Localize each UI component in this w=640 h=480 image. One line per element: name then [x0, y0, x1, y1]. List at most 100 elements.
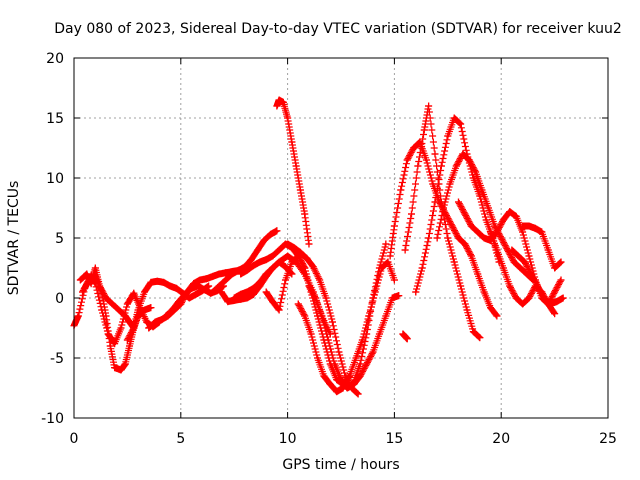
- data-point: [269, 252, 277, 260]
- y-tick-label: -5: [50, 351, 64, 367]
- data-point: [192, 290, 200, 298]
- data-point: [301, 210, 309, 218]
- data-point: [431, 150, 439, 158]
- data-point: [534, 282, 542, 290]
- data-point: [493, 312, 501, 320]
- data-point: [126, 318, 134, 326]
- data-point: [440, 204, 448, 212]
- data-point: [375, 264, 383, 272]
- data-point: [499, 216, 507, 224]
- data-point: [418, 264, 426, 272]
- data-point: [294, 300, 302, 308]
- data-point: [318, 312, 326, 320]
- data-point: [76, 276, 84, 284]
- data-point: [337, 378, 345, 386]
- data-point: [382, 312, 390, 320]
- data-point: [316, 276, 324, 284]
- data-point: [284, 252, 292, 260]
- data-point: [527, 270, 535, 278]
- data-point: [249, 284, 257, 292]
- data-point: [117, 366, 125, 374]
- data-point: [237, 270, 245, 278]
- data-point: [506, 208, 514, 216]
- data-point: [422, 156, 430, 164]
- data-point: [403, 335, 411, 343]
- data-point: [553, 298, 561, 306]
- data-point: [469, 328, 477, 336]
- data-point: [275, 246, 283, 254]
- series-arc-9: [230, 258, 296, 302]
- data-point: [559, 294, 567, 302]
- data-point: [538, 228, 546, 236]
- axis-ticks: 0 5 10 15 20 25 -10 -5 0 5 10 15 20: [41, 51, 617, 447]
- data-point: [487, 228, 495, 236]
- data-point: [476, 334, 484, 342]
- data-point: [168, 306, 176, 314]
- data-point: [531, 224, 539, 232]
- y-tick-label: 0: [55, 291, 64, 307]
- data-point: [305, 282, 313, 290]
- data-point: [452, 162, 460, 170]
- data-point: [288, 258, 296, 266]
- data-point: [474, 228, 482, 236]
- data-point: [130, 289, 138, 297]
- data-point: [247, 256, 255, 264]
- data-point: [314, 354, 322, 362]
- data-point: [450, 114, 458, 122]
- data-point: [328, 318, 336, 326]
- data-point: [390, 276, 398, 284]
- data-point: [356, 372, 364, 380]
- data-point: [91, 264, 99, 272]
- data-point: [557, 258, 565, 266]
- data-point: [273, 227, 281, 235]
- data-point: [433, 234, 441, 242]
- data-point: [96, 282, 104, 290]
- y-axis-label: SDTVAR / TECUs: [6, 181, 22, 296]
- data-point: [269, 298, 277, 306]
- data-point: [288, 138, 296, 146]
- data-point: [224, 298, 232, 306]
- y-tick-label: -10: [41, 411, 64, 427]
- data-point: [305, 240, 313, 248]
- data-point: [74, 312, 82, 320]
- x-tick-label: 15: [385, 431, 403, 447]
- series-arc-24: [508, 246, 567, 308]
- data-point: [326, 380, 334, 388]
- data-point: [205, 282, 213, 290]
- data-point: [324, 336, 332, 344]
- data-point: [249, 290, 257, 298]
- data-point: [390, 222, 398, 230]
- x-tick-label: 0: [70, 431, 79, 447]
- series-arc-12: [273, 96, 313, 248]
- x-tick-label: 5: [176, 431, 185, 447]
- data-point: [209, 272, 217, 280]
- data-point: [83, 270, 91, 278]
- y-tick-label: 10: [46, 171, 64, 187]
- data-point: [519, 222, 527, 230]
- data-point: [395, 292, 403, 300]
- data-point: [202, 275, 210, 283]
- data-point: [525, 252, 533, 260]
- data-point: [102, 294, 110, 302]
- data-point: [444, 132, 452, 140]
- data-point: [454, 198, 462, 206]
- data-point: [123, 300, 131, 308]
- series-arc-19: [401, 102, 484, 342]
- data-point: [510, 258, 518, 266]
- data-point: [158, 316, 166, 324]
- series-arc-21: [433, 150, 537, 284]
- data-point: [484, 204, 492, 212]
- data-point: [375, 330, 383, 338]
- data-point: [463, 306, 471, 314]
- data-point: [215, 270, 223, 278]
- data-point: [497, 234, 505, 242]
- data-point: [260, 236, 268, 244]
- data-point: [230, 294, 238, 302]
- data-point: [256, 258, 264, 266]
- data-point: [480, 288, 488, 296]
- series-arc-16: [337, 292, 403, 392]
- data-point: [369, 294, 377, 302]
- x-tick-label: 10: [279, 431, 297, 447]
- data-point: [162, 312, 170, 320]
